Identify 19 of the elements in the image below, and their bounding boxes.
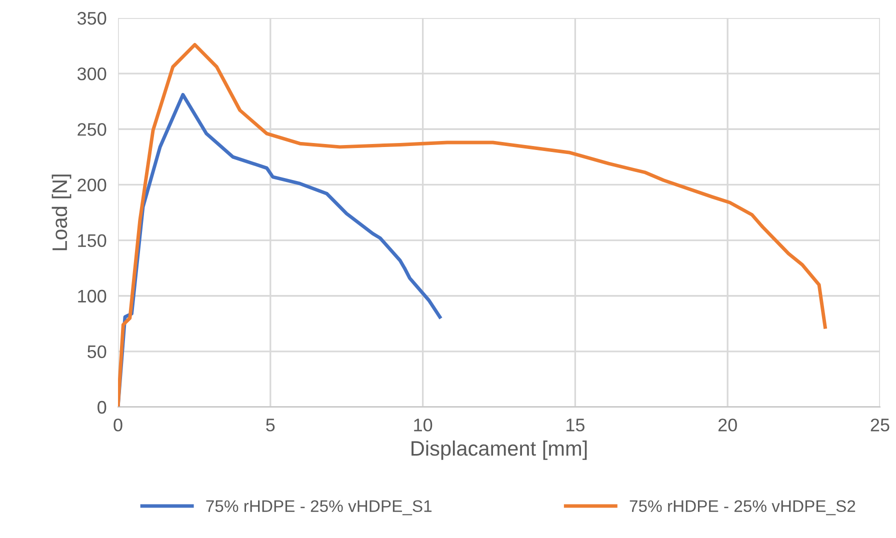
x-tick-label: 25 xyxy=(870,418,890,432)
line-series xyxy=(118,42,827,407)
y-tick-label: 100 xyxy=(78,290,106,303)
y-tick-label: 0 xyxy=(98,400,106,414)
x-tick-label: 10 xyxy=(414,418,432,432)
y-tick-label: 50 xyxy=(88,345,106,358)
y-tick-label: 250 xyxy=(78,123,106,136)
x-tick-label: 15 xyxy=(566,418,584,432)
y-tick-label: 300 xyxy=(77,68,106,80)
x-axis-title: Displacament [mm] xyxy=(412,440,587,460)
y-tick-label: 150 xyxy=(78,234,106,248)
x-tick-label: 5 xyxy=(266,418,275,432)
legend-label: 75% rHDPE - 25% vHDPE_S2 xyxy=(630,500,856,516)
y-axis-title: Load [N] xyxy=(52,174,72,250)
x-tick-label: 20 xyxy=(718,418,737,432)
x-tick-label: 0 xyxy=(114,418,122,432)
legend-label: 75% rHDPE - 25% vHDPE_S1 xyxy=(206,500,432,516)
y-tick-label: 200 xyxy=(78,178,106,192)
y-tick-label: 350 xyxy=(77,12,106,25)
